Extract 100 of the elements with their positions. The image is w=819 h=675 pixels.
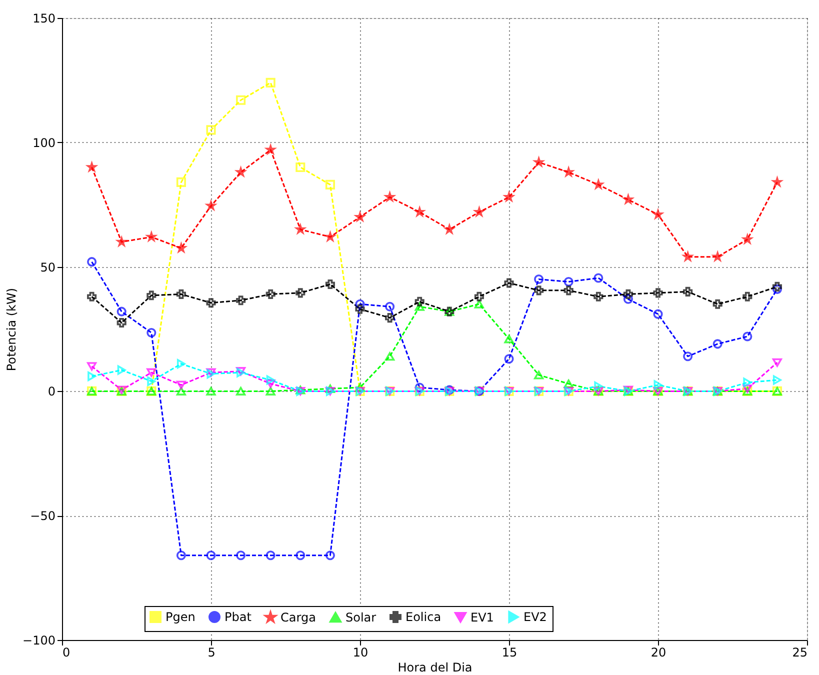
point xyxy=(772,358,782,367)
legend-label: EV1 xyxy=(470,610,494,624)
point xyxy=(87,257,97,267)
point xyxy=(296,550,306,560)
y-tick-label: 100 xyxy=(32,136,56,150)
legend-label: Eolica xyxy=(406,610,442,624)
point xyxy=(355,304,365,314)
point xyxy=(325,384,335,393)
point xyxy=(683,286,693,296)
point xyxy=(176,177,186,187)
point xyxy=(146,290,156,300)
point xyxy=(87,292,97,302)
point xyxy=(325,180,335,190)
x-tick-label: 0 xyxy=(62,646,70,660)
point xyxy=(564,379,574,388)
point xyxy=(474,292,484,302)
legend-label: Carga xyxy=(280,610,316,624)
point xyxy=(594,292,604,302)
point xyxy=(266,375,275,385)
point xyxy=(653,309,663,319)
point xyxy=(146,368,156,377)
point xyxy=(743,378,752,388)
point xyxy=(176,289,186,299)
point xyxy=(654,380,662,390)
y-tick-label: 150 xyxy=(32,12,56,26)
point xyxy=(355,383,365,392)
point xyxy=(206,550,216,560)
point xyxy=(206,368,216,377)
point xyxy=(623,289,633,299)
point xyxy=(742,292,752,302)
point xyxy=(116,318,126,328)
point xyxy=(266,550,276,560)
point xyxy=(564,286,574,296)
legend-label: EV2 xyxy=(524,610,547,624)
point xyxy=(772,284,782,294)
point xyxy=(296,162,306,172)
point xyxy=(385,313,395,323)
point xyxy=(87,362,97,371)
x-tick-label: 20 xyxy=(650,646,666,660)
point xyxy=(236,550,246,560)
point xyxy=(266,78,276,88)
point xyxy=(266,289,276,299)
y-tick-label: −50 xyxy=(30,509,56,524)
y-tick-label: 50 xyxy=(40,260,56,274)
point xyxy=(176,386,186,396)
x-tick-label: 10 xyxy=(352,646,368,660)
point xyxy=(147,376,156,386)
point xyxy=(534,286,544,296)
point xyxy=(385,352,395,361)
point xyxy=(414,382,424,392)
y-axis-title: Potencia (kW) xyxy=(4,288,19,372)
point xyxy=(325,279,335,289)
point xyxy=(296,288,306,298)
x-tick-label: 25 xyxy=(792,646,808,660)
point xyxy=(712,299,722,309)
legend-label: Pbat xyxy=(224,610,252,624)
point xyxy=(742,384,752,393)
point xyxy=(594,381,603,391)
point xyxy=(653,288,663,298)
legend-label: Pgen xyxy=(166,610,196,624)
point xyxy=(117,365,126,375)
point xyxy=(683,352,693,362)
legend-label: Solar xyxy=(346,610,376,624)
point xyxy=(88,372,96,382)
point xyxy=(176,359,186,369)
point xyxy=(176,380,186,390)
point xyxy=(504,334,514,344)
point xyxy=(266,386,276,396)
point xyxy=(504,354,514,364)
point xyxy=(414,296,424,306)
point xyxy=(712,339,722,349)
point xyxy=(594,273,604,283)
point xyxy=(772,375,782,385)
point xyxy=(206,125,216,135)
y-tick-label: 0 xyxy=(48,384,56,399)
point xyxy=(355,299,365,309)
point xyxy=(504,278,514,288)
point xyxy=(325,550,335,560)
x-tick-label: 5 xyxy=(208,646,216,660)
x-axis-title: Hora del Dia xyxy=(398,660,472,674)
point xyxy=(176,550,186,560)
point xyxy=(236,386,246,396)
point xyxy=(534,274,544,284)
point xyxy=(266,379,276,388)
point xyxy=(534,370,544,380)
point xyxy=(236,95,246,105)
point xyxy=(206,386,216,396)
point xyxy=(116,306,126,316)
point xyxy=(564,276,574,286)
point xyxy=(623,294,633,304)
point xyxy=(236,296,246,306)
y-tick-label: −100 xyxy=(22,634,56,648)
point xyxy=(146,328,156,338)
point xyxy=(474,300,484,308)
point xyxy=(742,332,752,342)
point xyxy=(206,298,216,308)
x-tick-label: 15 xyxy=(502,646,518,660)
point xyxy=(385,302,395,312)
point xyxy=(772,282,782,292)
point xyxy=(414,302,424,311)
